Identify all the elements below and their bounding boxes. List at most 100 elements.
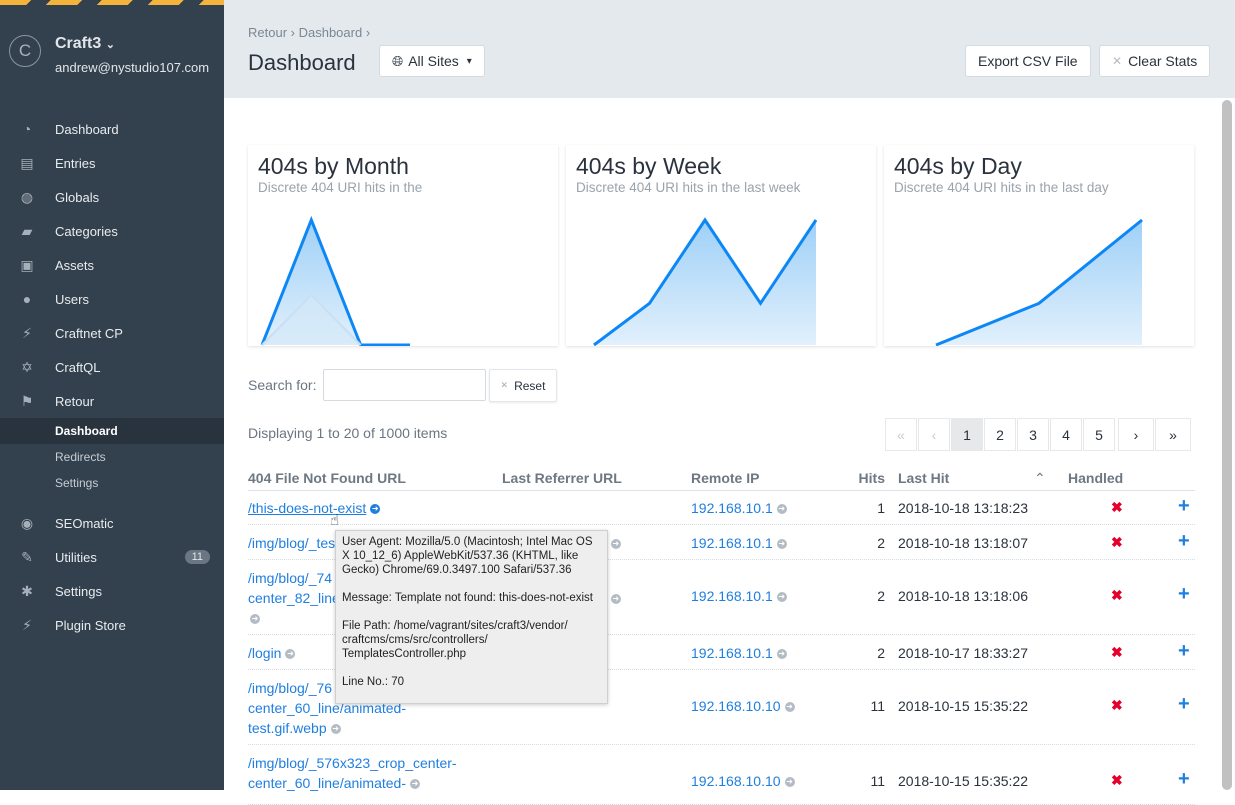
add-redirect-icon[interactable]: + bbox=[1178, 495, 1190, 517]
sidebar-subitem-settings[interactable]: Settings bbox=[55, 476, 99, 490]
close-icon: ✕ bbox=[1112, 54, 1123, 68]
chart-plot bbox=[935, 218, 1143, 346]
arrow-right-icon[interactable]: ➜ bbox=[610, 594, 621, 605]
arrow-right-icon[interactable]: ➜ bbox=[776, 539, 787, 550]
series-area bbox=[594, 220, 816, 345]
column-header[interactable]: Hits bbox=[858, 470, 885, 486]
sidebar-item-craftql[interactable]: ✡︎ CraftQL bbox=[0, 350, 224, 384]
sidebar-item-plugin-store[interactable]: ⚡︎ Plugin Store bbox=[0, 608, 224, 642]
page-button[interactable]: ‹ bbox=[918, 418, 950, 451]
arrow-right-icon[interactable]: ➜ bbox=[610, 539, 621, 550]
sidebar-item-settings[interactable]: ✱ Settings bbox=[0, 574, 224, 608]
column-header[interactable]: 404 File Not Found URL bbox=[248, 470, 406, 486]
not-handled-icon: ✖ bbox=[1111, 587, 1123, 603]
remote-ip[interactable]: 192.168.10.10 ➜ bbox=[691, 698, 795, 714]
url-line: /img/blog/_76 bbox=[248, 680, 333, 696]
sidebar-subitem-redirects[interactable]: Redirects bbox=[55, 450, 106, 464]
remote-ip[interactable]: 192.168.10.1 ➜ bbox=[691, 645, 787, 661]
sidebar-item-assets[interactable]: ▣ Assets bbox=[0, 248, 224, 282]
page-button[interactable]: 2 bbox=[984, 418, 1016, 451]
export-csv-button[interactable]: Export CSV File bbox=[965, 45, 1091, 77]
gauge-icon: ◔ bbox=[22, 121, 32, 137]
breadcrumb-dashboard[interactable]: Dashboard bbox=[298, 25, 363, 40]
dev-mode-stripe bbox=[0, 0, 224, 5]
sidebar-item-users[interactable]: ● Users bbox=[0, 282, 224, 316]
add-redirect-icon[interactable]: + bbox=[1178, 693, 1190, 715]
hits: 2 bbox=[877, 588, 885, 604]
sidebar-item-globals[interactable]: ◍ Globals bbox=[0, 180, 224, 214]
url-line: /img/blog/_tes bbox=[248, 535, 336, 551]
page-button[interactable]: 3 bbox=[1017, 418, 1049, 451]
column-header[interactable]: Last Referrer URL bbox=[502, 470, 622, 486]
graphql-icon: ✡︎ bbox=[21, 358, 33, 375]
globe-icon: ◍ bbox=[20, 188, 34, 205]
column-header[interactable]: Remote IP bbox=[691, 470, 760, 486]
arrow-right-icon[interactable]: ➜ bbox=[285, 649, 296, 660]
url-link[interactable]: /img/blog/_576x323_crop_center-center_60… bbox=[248, 753, 457, 793]
sidebar-item-label: Craftnet CP bbox=[55, 325, 123, 341]
sidebar-item-entries[interactable]: ▤ Entries bbox=[0, 146, 224, 180]
page-button[interactable]: 4 bbox=[1050, 418, 1082, 451]
arrow-right-icon[interactable]: ➜ bbox=[776, 649, 787, 660]
arrow-right-icon[interactable]: ➜ bbox=[250, 614, 260, 625]
url-link[interactable]: /img/blog/_tes bbox=[248, 533, 335, 553]
table-row: /this-does-not-exist ➜ 192.168.10.1 ➜ 1 20… bbox=[248, 490, 1195, 525]
url-link[interactable]: /this-does-not-exist ➜ bbox=[248, 498, 381, 518]
url-link[interactable]: /login ➜ bbox=[248, 643, 296, 663]
column-header[interactable]: Last Hit bbox=[898, 470, 950, 486]
breadcrumb-retour[interactable]: Retour bbox=[248, 25, 288, 40]
url-link[interactable]: /img/blog/_76 center_60_line/animated-tes… bbox=[248, 678, 406, 738]
arrow-right-icon[interactable]: ➜ bbox=[784, 702, 795, 713]
sidebar-item-seomatic[interactable]: ◉ SEOmatic bbox=[0, 506, 224, 540]
scrollbar[interactable] bbox=[1222, 100, 1232, 790]
hits: 1 bbox=[877, 500, 885, 516]
site-select[interactable]: 🌐︎ All Sites ▾ bbox=[379, 45, 485, 77]
flag-icon: ⚑ bbox=[20, 392, 34, 409]
last-hit: 2018-10-18 13:18:07 bbox=[898, 535, 1028, 551]
page-button[interactable]: » bbox=[1155, 418, 1191, 451]
page-button[interactable]: 1 bbox=[951, 418, 983, 451]
site-switcher[interactable]: C Craft3 ⌄ andrew@nystudio107.com bbox=[9, 35, 209, 75]
add-redirect-icon[interactable]: + bbox=[1178, 768, 1190, 790]
sidebar-item-categories[interactable]: ▰ Categories bbox=[0, 214, 224, 248]
sidebar-item-retour[interactable]: ⚑ Retour bbox=[0, 384, 224, 418]
not-handled-icon: ✖ bbox=[1111, 499, 1123, 515]
table-row: /img/blog/_76 center_60_line/animated-tes… bbox=[248, 670, 1195, 745]
sort-ascending-icon[interactable]: ⌃ bbox=[1034, 470, 1046, 486]
page-button[interactable]: › bbox=[1118, 418, 1154, 451]
remote-ip[interactable]: 192.168.10.10 ➜ bbox=[691, 773, 795, 789]
arrow-right-icon[interactable]: ➜ bbox=[784, 777, 795, 788]
page-button[interactable]: « bbox=[885, 418, 917, 451]
sidebar-subitem-dashboard[interactable]: Dashboard bbox=[0, 418, 224, 444]
arrow-right-icon[interactable]: ➜ bbox=[330, 724, 341, 735]
arrow-right-icon[interactable]: ➜ bbox=[776, 592, 787, 603]
remote-ip[interactable]: 192.168.10.1 ➜ bbox=[691, 535, 787, 551]
arrow-right-icon[interactable]: ➜ bbox=[776, 504, 787, 515]
add-redirect-icon[interactable]: + bbox=[1178, 640, 1190, 662]
arrow-right-icon[interactable]: ➜ bbox=[410, 779, 420, 790]
search-input[interactable] bbox=[323, 369, 486, 401]
plug-icon: ⚡︎ bbox=[22, 324, 32, 341]
sidebar-item-label: Retour bbox=[55, 393, 95, 409]
url-line: /img/blog/_74 bbox=[248, 570, 333, 586]
arrow-right-icon[interactable]: ➜ bbox=[370, 504, 381, 515]
clear-stats-button[interactable]: ✕ Clear Stats bbox=[1099, 45, 1211, 77]
reset-button[interactable]: ✕ Reset bbox=[489, 369, 557, 402]
add-redirect-icon[interactable]: + bbox=[1178, 583, 1190, 605]
sidebar-item-label: SEOmatic bbox=[55, 515, 114, 531]
sidebar-item-craftnet-cp[interactable]: ⚡︎ Craftnet CP bbox=[0, 316, 224, 350]
sidebar-item-utilities[interactable]: ✎ Utilities 11 bbox=[0, 540, 224, 574]
remote-ip[interactable]: 192.168.10.1 ➜ bbox=[691, 588, 787, 604]
column-header[interactable]: Handled bbox=[1068, 470, 1124, 486]
series-line bbox=[593, 217, 818, 346]
clear-stats-label: Clear Stats bbox=[1128, 53, 1198, 69]
remote-ip[interactable]: 192.168.10.1 ➜ bbox=[691, 500, 787, 516]
page-button[interactable]: 5 bbox=[1083, 418, 1115, 451]
add-redirect-icon[interactable]: + bbox=[1178, 530, 1190, 552]
page-header: Retour › Dashboard › Dashboard 🌐︎ All Sit… bbox=[224, 0, 1235, 98]
url-line: /this-does-not-exist bbox=[248, 500, 367, 516]
url-link[interactable]: /img/blog/_74 center_82_line ➜ bbox=[248, 568, 340, 628]
series-line-secondary bbox=[261, 293, 362, 346]
sidebar-item-label: Utilities bbox=[55, 549, 97, 565]
sidebar-item-dashboard[interactable]: ◔ Dashboard bbox=[0, 112, 224, 146]
